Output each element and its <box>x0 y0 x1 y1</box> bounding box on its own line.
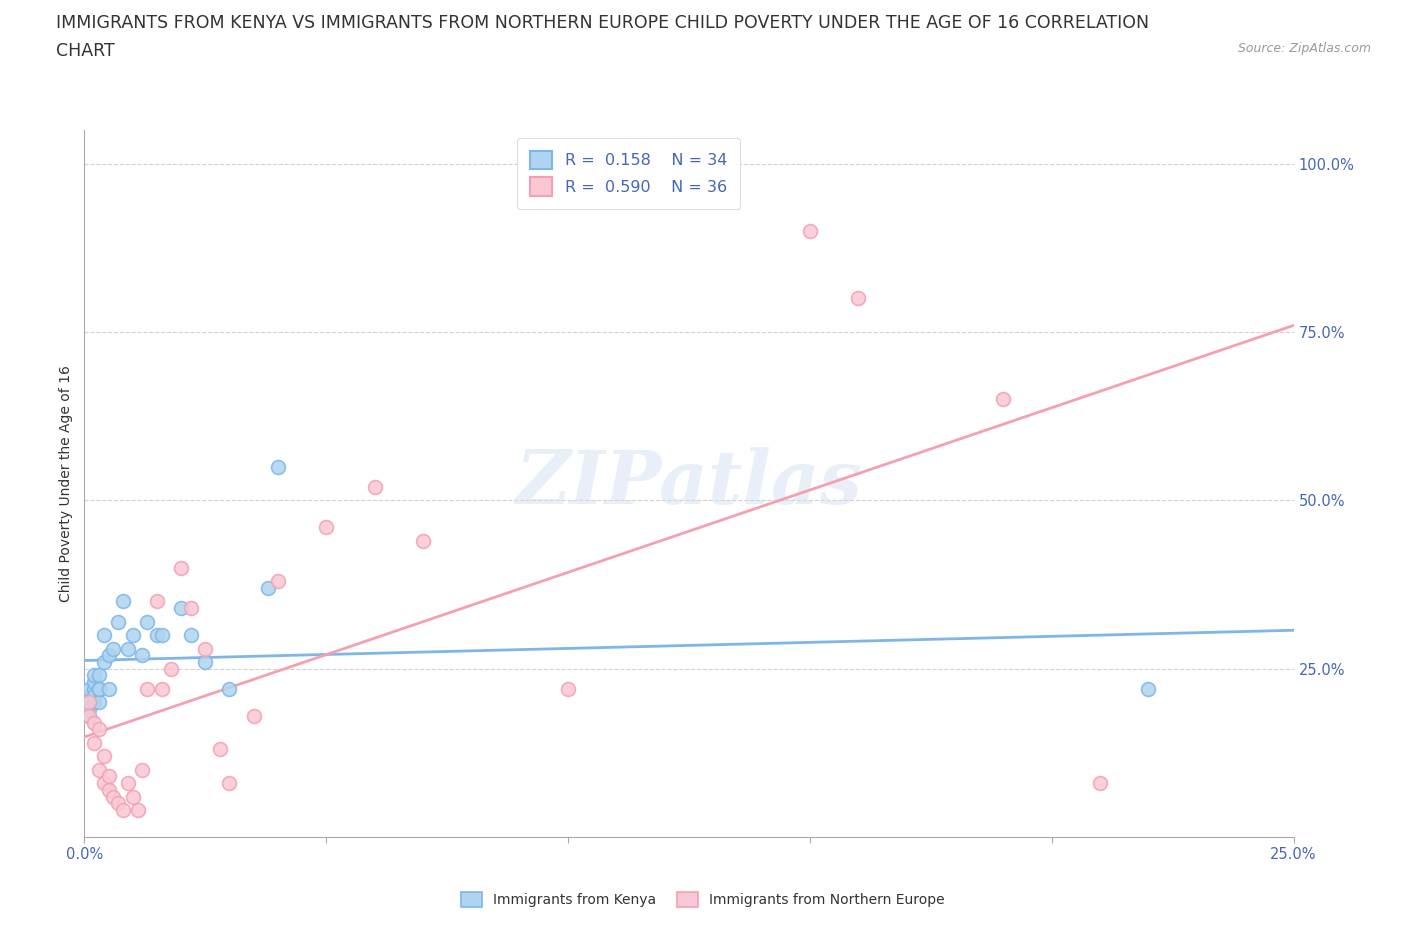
Point <box>136 682 159 697</box>
Point <box>93 776 115 790</box>
Point <box>93 749 115 764</box>
Point <box>180 601 202 616</box>
Point <box>87 763 110 777</box>
Point <box>194 655 217 670</box>
Point <box>83 675 105 690</box>
Point <box>83 688 105 703</box>
Point <box>97 769 120 784</box>
Point <box>131 648 153 663</box>
Point <box>127 803 149 817</box>
Point <box>87 695 110 710</box>
Point <box>77 695 100 710</box>
Point <box>103 790 125 804</box>
Point <box>557 682 579 697</box>
Point <box>1088 776 1111 790</box>
Point <box>117 776 139 790</box>
Point <box>160 661 183 676</box>
Point <box>107 614 129 629</box>
Point <box>170 560 193 575</box>
Point <box>112 803 135 817</box>
Point <box>146 628 169 643</box>
Point <box>150 682 173 697</box>
Y-axis label: Child Poverty Under the Age of 16: Child Poverty Under the Age of 16 <box>59 365 73 602</box>
Point <box>83 736 105 751</box>
Point <box>993 392 1015 407</box>
Point <box>170 601 193 616</box>
Point <box>267 574 290 589</box>
Point <box>218 776 240 790</box>
Point <box>257 580 280 595</box>
Point <box>87 682 110 697</box>
Point <box>846 291 869 306</box>
Point <box>799 224 821 239</box>
Point <box>83 682 105 697</box>
Point <box>77 682 100 697</box>
Point <box>83 668 105 683</box>
Text: Source: ZipAtlas.com: Source: ZipAtlas.com <box>1237 42 1371 55</box>
Text: ZIPatlas: ZIPatlas <box>516 447 862 520</box>
Point <box>121 628 143 643</box>
Point <box>146 594 169 609</box>
Point <box>93 628 115 643</box>
Point <box>93 655 115 670</box>
Point <box>97 648 120 663</box>
Point <box>87 668 110 683</box>
Point <box>150 628 173 643</box>
Point <box>180 628 202 643</box>
Point <box>131 763 153 777</box>
Point <box>412 534 434 549</box>
Point <box>87 682 110 697</box>
Point <box>77 709 100 724</box>
Point <box>136 614 159 629</box>
Point <box>117 641 139 656</box>
Point <box>242 709 264 724</box>
Point <box>194 641 217 656</box>
Point <box>87 722 110 737</box>
Legend: Immigrants from Kenya, Immigrants from Northern Europe: Immigrants from Kenya, Immigrants from N… <box>454 884 952 914</box>
Point <box>218 682 240 697</box>
Point <box>83 695 105 710</box>
Point <box>97 682 120 697</box>
Point <box>77 701 100 716</box>
Point <box>77 695 100 710</box>
Point <box>208 742 231 757</box>
Point <box>107 796 129 811</box>
Legend: R =  0.158    N = 34, R =  0.590    N = 36: R = 0.158 N = 34, R = 0.590 N = 36 <box>517 139 740 208</box>
Point <box>83 715 105 730</box>
Point <box>315 520 337 535</box>
Point <box>121 790 143 804</box>
Point <box>77 709 100 724</box>
Point <box>363 480 385 495</box>
Point <box>103 641 125 656</box>
Point <box>112 594 135 609</box>
Point <box>1137 682 1160 697</box>
Point <box>77 688 100 703</box>
Text: IMMIGRANTS FROM KENYA VS IMMIGRANTS FROM NORTHERN EUROPE CHILD POVERTY UNDER THE: IMMIGRANTS FROM KENYA VS IMMIGRANTS FROM… <box>56 14 1149 32</box>
Point <box>97 782 120 797</box>
Point <box>267 459 290 474</box>
Text: CHART: CHART <box>56 42 115 60</box>
